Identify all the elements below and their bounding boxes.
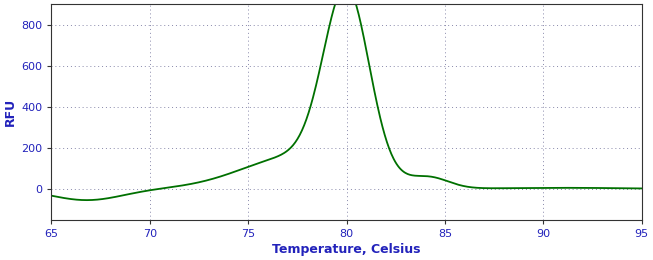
Y-axis label: RFU: RFU: [4, 98, 17, 126]
X-axis label: Temperature, Celsius: Temperature, Celsius: [272, 243, 421, 256]
